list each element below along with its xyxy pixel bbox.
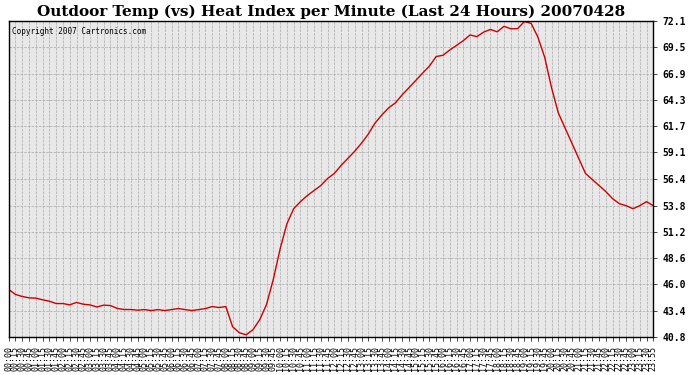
- Text: Copyright 2007 Cartronics.com: Copyright 2007 Cartronics.com: [12, 27, 146, 36]
- Title: Outdoor Temp (vs) Heat Index per Minute (Last 24 Hours) 20070428: Outdoor Temp (vs) Heat Index per Minute …: [37, 4, 625, 18]
